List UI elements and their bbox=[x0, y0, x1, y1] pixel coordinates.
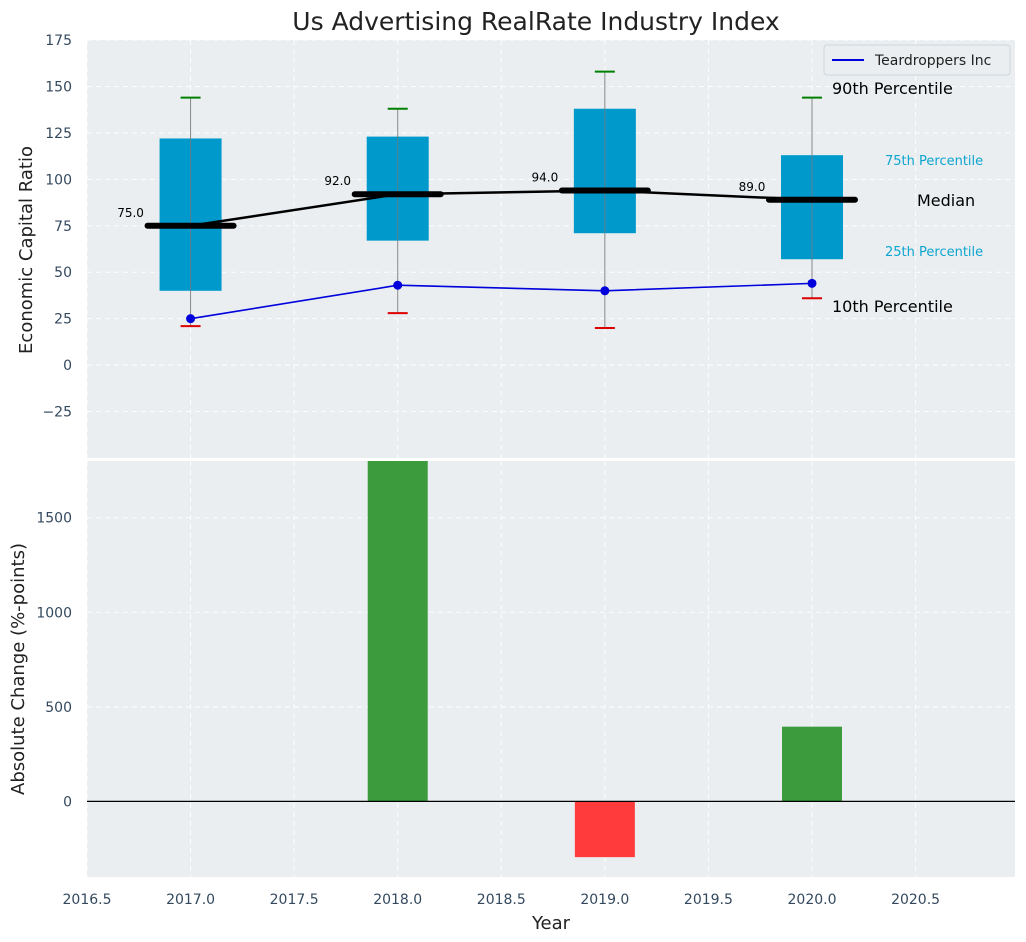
bottom-y-axis-label: Absolute Change (%-points) bbox=[8, 543, 29, 795]
x-tick-label: 2019.5 bbox=[684, 892, 733, 908]
top-y-tick-label: 150 bbox=[45, 79, 72, 95]
top-y-tick-label: 25 bbox=[54, 312, 72, 328]
x-tick-label: 2020.5 bbox=[891, 892, 940, 908]
company-point bbox=[807, 278, 817, 288]
x-tick-label: 2018.0 bbox=[373, 892, 422, 908]
top-y-tick-label: 50 bbox=[54, 265, 72, 281]
median-value-label: 75.0 bbox=[117, 206, 144, 220]
legend-entry: Teardroppers Inc bbox=[874, 53, 991, 69]
change-bars bbox=[87, 461, 1015, 858]
chart-title: Us Advertising RealRate Industry Index bbox=[292, 7, 779, 36]
bottom-y-tick-label: 1000 bbox=[36, 605, 72, 621]
annotation-p25: 25th Percentile bbox=[885, 245, 983, 260]
company-line bbox=[190, 282, 813, 320]
x-ticks: 2016.5 2017.0 2017.5 2018.0 2018.5 2019.0 2019… bbox=[63, 892, 941, 908]
bottom-y-tick-label: 0 bbox=[63, 794, 72, 810]
company-point bbox=[186, 314, 196, 324]
top-y-tick-label: 0 bbox=[63, 358, 72, 374]
annotation-p10: 10th Percentile bbox=[832, 297, 953, 316]
bottom-plot-area bbox=[87, 461, 1015, 877]
x-tick-label: 2018.5 bbox=[477, 892, 526, 908]
company-point bbox=[393, 280, 403, 290]
company-series bbox=[186, 278, 817, 324]
change-bar bbox=[574, 801, 635, 858]
top-y-tick-label: 100 bbox=[45, 172, 72, 188]
x-tick-label: 2017.0 bbox=[166, 892, 215, 908]
x-tick-label: 2020.0 bbox=[788, 892, 837, 908]
change-bar bbox=[782, 726, 842, 802]
x-tick-label: 2019.0 bbox=[580, 892, 629, 908]
median-value-label: 94.0 bbox=[531, 170, 558, 184]
median-line bbox=[190, 189, 813, 228]
bottom-y-ticks: 0 500 1000 1500 bbox=[36, 511, 72, 811]
company-point bbox=[600, 286, 610, 296]
change-bar bbox=[367, 461, 428, 802]
top-y-tick-label: −25 bbox=[42, 405, 72, 421]
median-value-label: 92.0 bbox=[324, 174, 351, 188]
legend: Teardroppers Inc bbox=[823, 44, 1011, 76]
top-y-tick-label: 75 bbox=[54, 219, 72, 235]
annotation-median: Median bbox=[917, 191, 975, 210]
bottom-y-tick-label: 1500 bbox=[36, 511, 72, 527]
x-tick-label: 2017.5 bbox=[270, 892, 319, 908]
x-axis-label: Year bbox=[531, 913, 571, 934]
annotation-p90: 90th Percentile bbox=[832, 79, 953, 98]
top-y-tick-label: 125 bbox=[45, 126, 72, 142]
box-series: 75.0 92.0 94.0 89.0 bbox=[117, 70, 858, 329]
top-y-tick-label: 175 bbox=[45, 33, 72, 49]
bottom-y-tick-label: 500 bbox=[45, 700, 72, 716]
top-plot-area bbox=[87, 40, 1015, 458]
legend-box bbox=[823, 44, 1011, 76]
x-tick-label: 2016.5 bbox=[63, 892, 112, 908]
top-y-ticks: −25 0 25 50 75 100 125 150 175 bbox=[42, 33, 72, 421]
top-y-axis-label: Economic Capital Ratio bbox=[16, 146, 37, 354]
annotation-p75: 75th Percentile bbox=[885, 154, 983, 169]
median-value-label: 89.0 bbox=[739, 180, 766, 194]
